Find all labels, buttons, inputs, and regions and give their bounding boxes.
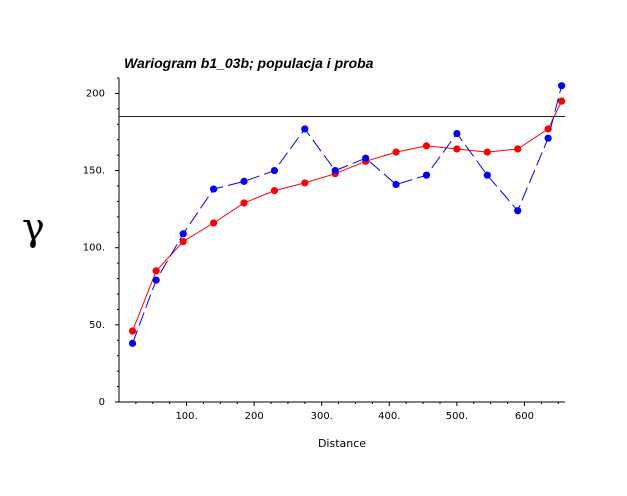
y-tick-label: 200 [86, 88, 105, 99]
x-tick-label: 300. [311, 411, 333, 422]
y-axis-label: γ [22, 205, 45, 249]
series-1-point [152, 276, 160, 284]
series-1-point [301, 125, 309, 133]
series-1-point [240, 177, 248, 185]
x-tick-label: 500. [446, 411, 468, 422]
series-1-line [132, 85, 563, 344]
series-1-point [179, 230, 187, 238]
series-0-point [301, 179, 309, 187]
y-tick-label: 50. [89, 320, 105, 331]
series-0-line [132, 100, 563, 332]
series-layer [128, 82, 566, 347]
chart-title: Wariogram b1_03b; populacja i proba [124, 55, 374, 71]
x-tick-label: 100. [175, 411, 197, 422]
axes: 0 50. 100. 150. 200 100. 200 300. 400. 500. 600 [83, 77, 565, 422]
x-tick-label: 400. [378, 411, 400, 422]
series-1-point [514, 207, 522, 215]
series-1-point [392, 180, 400, 189]
series-1-point [544, 134, 552, 142]
series-1-point [362, 154, 370, 162]
y-tick-label: 0 [99, 397, 105, 408]
series-1-point [483, 171, 491, 179]
series-0-point [179, 237, 187, 246]
series-0-point [152, 267, 160, 275]
series-0-point [544, 125, 552, 133]
series-1-point [558, 82, 566, 90]
series-1-point [331, 166, 339, 175]
series-0-point [422, 142, 431, 150]
series-1-point [422, 171, 431, 179]
series-0-point [558, 97, 566, 105]
y-tick-label: 150. [83, 166, 105, 177]
x-tick-label: 200 [245, 411, 264, 422]
series-0-point [453, 145, 461, 153]
x-axis-label: Distance [318, 437, 366, 450]
series-0-point [270, 187, 279, 195]
series-0-point [240, 199, 248, 207]
series-1-point [453, 129, 461, 138]
series-0-point [128, 327, 137, 335]
y-tick-label: 100. [83, 243, 105, 254]
series-0-point [483, 148, 491, 156]
series-0-point [392, 148, 400, 156]
series-1-point [210, 185, 218, 193]
series-1-point [128, 339, 137, 347]
x-tick-label: 600 [515, 411, 534, 422]
series-1-point [270, 166, 279, 175]
series-0-point [210, 219, 218, 227]
series-0-point [514, 145, 522, 153]
